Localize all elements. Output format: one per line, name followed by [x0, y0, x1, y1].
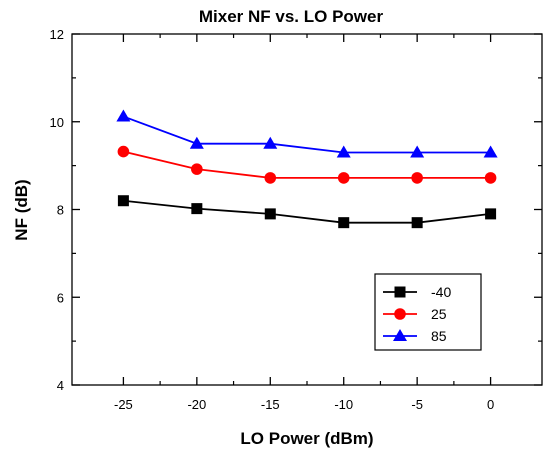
legend-marker: [394, 286, 406, 298]
legend-label: -40: [431, 284, 451, 300]
data-point: [264, 208, 276, 220]
legend-marker: [394, 308, 406, 320]
legend-entry: 85: [383, 328, 447, 344]
data-point: [263, 136, 278, 149]
legend-entry: -40: [383, 284, 451, 300]
legend-marker: [393, 329, 407, 342]
legend-box: [374, 273, 482, 351]
y-tick-label: 4: [57, 378, 64, 393]
data-point: [116, 109, 131, 122]
x-tick-label: 0: [487, 397, 494, 412]
data-point: [485, 208, 497, 220]
data-point: [336, 145, 351, 158]
data-point: [191, 203, 203, 215]
y-axis-label: NF (dB): [12, 179, 31, 240]
data-point: [117, 145, 130, 158]
series-triangle: [116, 109, 498, 158]
legend-entry: 25: [383, 306, 447, 322]
y-tick-label: 6: [57, 290, 64, 305]
x-tick-label: -10: [334, 397, 353, 412]
x-tick-label: -15: [261, 397, 280, 412]
series-square: [117, 195, 497, 229]
x-axis-label: LO Power (dBm): [240, 429, 373, 448]
series-line: [123, 115, 491, 154]
legend-label: 25: [431, 306, 447, 322]
axes-ticks: -25 -20 -15 -10 -5 0 4 6 8 10 12: [50, 27, 542, 412]
legend: -40 25 85: [374, 273, 482, 351]
y-tick-label: 8: [57, 203, 64, 218]
data-point: [117, 195, 129, 207]
y-tick-label: 10: [50, 115, 64, 130]
data-point: [189, 136, 204, 149]
data-point: [191, 163, 203, 175]
data-point: [337, 172, 350, 184]
series-line: [123, 199, 491, 224]
series-circle: [117, 145, 497, 184]
x-tick-label: -5: [411, 397, 423, 412]
legend-label: 85: [431, 328, 447, 344]
x-tick-label: -25: [114, 397, 133, 412]
series-line: [123, 150, 491, 179]
data-point: [410, 145, 425, 158]
data-point: [483, 145, 498, 158]
data-point: [484, 172, 497, 184]
y-tick-label: 12: [50, 27, 64, 42]
data-point: [338, 217, 350, 229]
chart-title: Mixer NF vs. LO Power: [199, 7, 384, 26]
x-tick-label: -20: [187, 397, 206, 412]
series-layer: [116, 109, 498, 229]
data-point: [411, 217, 423, 229]
data-point: [264, 172, 277, 184]
data-point: [411, 172, 423, 184]
